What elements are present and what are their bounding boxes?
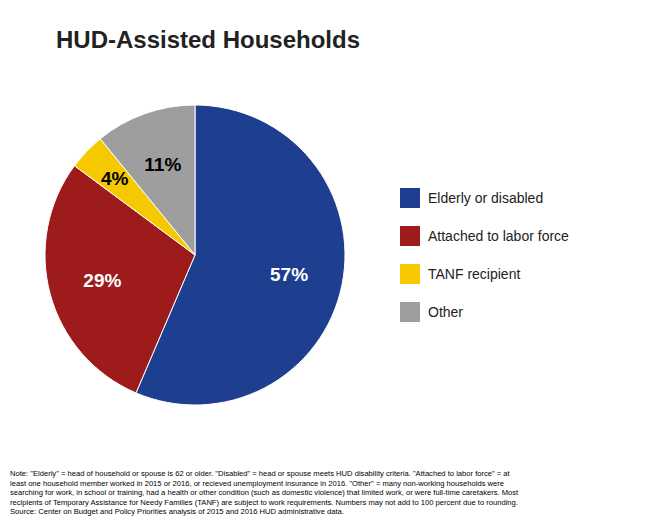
legend-swatch	[400, 302, 420, 322]
chart: HUD-Assisted Households 57% 29% 4% 11% Elderl…	[0, 0, 650, 520]
data-label: 29%	[83, 270, 121, 291]
note-text: recipients of Temporary Assistance for N…	[10, 498, 518, 507]
note: Note: "Elderly" = head of household or s…	[10, 469, 519, 516]
legend-label: Elderly or disabled	[428, 190, 543, 206]
legend-label: Attached to labor force	[428, 228, 569, 244]
legend: Elderly or disabled Attached to labor for…	[400, 188, 569, 322]
note-text: Source: Center on Budget and Policy Prio…	[10, 507, 344, 516]
data-label: 4%	[101, 168, 129, 189]
legend-label: Other	[428, 304, 463, 320]
data-labels: 57% 29% 4% 11%	[83, 154, 308, 291]
note-text: searching for work, in school or trainin…	[10, 488, 519, 497]
note-text: least one household member worked in 201…	[10, 479, 504, 488]
note-text: Note: "Elderly" = head of household or s…	[10, 469, 511, 478]
title: HUD-Assisted Households	[56, 26, 360, 53]
legend-label: TANF recipient	[428, 266, 520, 282]
legend-swatch	[400, 264, 420, 284]
data-label: 11%	[144, 154, 181, 175]
slices	[45, 105, 345, 405]
pie-slice	[100, 105, 195, 255]
data-label: 57%	[270, 264, 308, 285]
legend-swatch	[400, 226, 420, 246]
legend-swatch	[400, 188, 420, 208]
background	[0, 0, 650, 520]
